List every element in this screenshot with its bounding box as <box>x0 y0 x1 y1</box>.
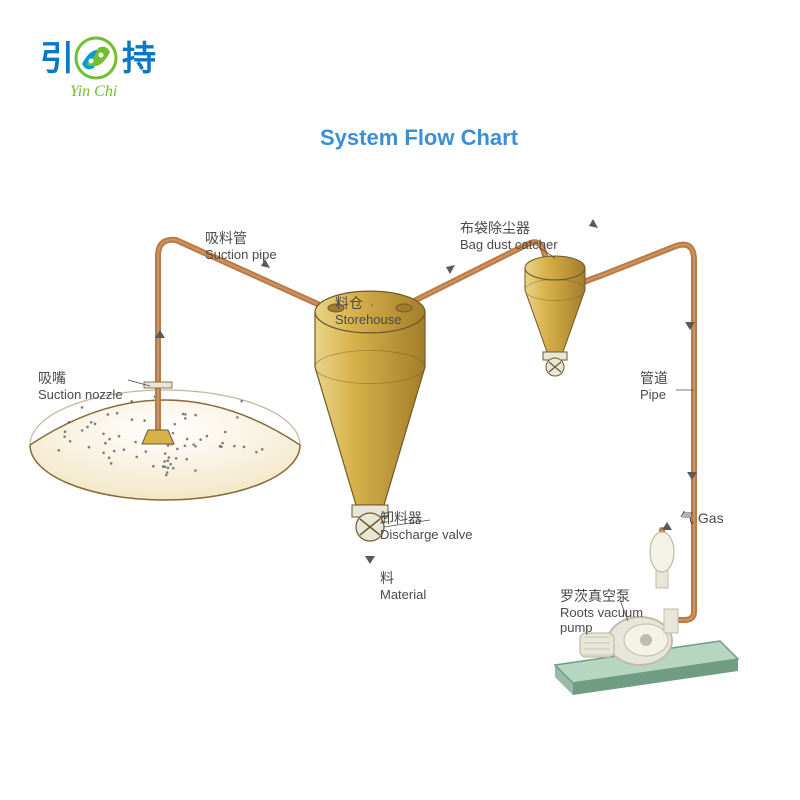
flow-arrow-icon <box>662 522 672 530</box>
flow-arrow-icon <box>446 265 455 274</box>
label-bag_dust: 布袋除尘器Bag dust catcher <box>460 220 558 252</box>
label-material: 料Material <box>380 570 426 602</box>
pipe-dust_to_pump <box>580 245 694 620</box>
flow-arrow-icon <box>589 219 598 228</box>
label-pipe: 管道Pipe <box>640 370 668 402</box>
label-storehouse: 料仓Storehouse <box>335 295 402 327</box>
diagram-canvas: 引 持 Yin Chi System Flow Chart <box>0 0 800 800</box>
label-suction_pipe: 吸料管Suction pipe <box>205 230 277 262</box>
storehouse-vessel <box>315 291 430 541</box>
material-pile <box>30 390 300 500</box>
label-gas: 气 Gas <box>680 510 724 527</box>
label-pump: 罗茨真空泵Roots vacuumpump <box>560 588 643 636</box>
label-discharge: 卸料器Discharge valve <box>380 510 473 542</box>
label-suction_nozzle: 吸嘴Suction nozzle <box>38 370 123 402</box>
flow-arrow-icon <box>365 556 375 564</box>
